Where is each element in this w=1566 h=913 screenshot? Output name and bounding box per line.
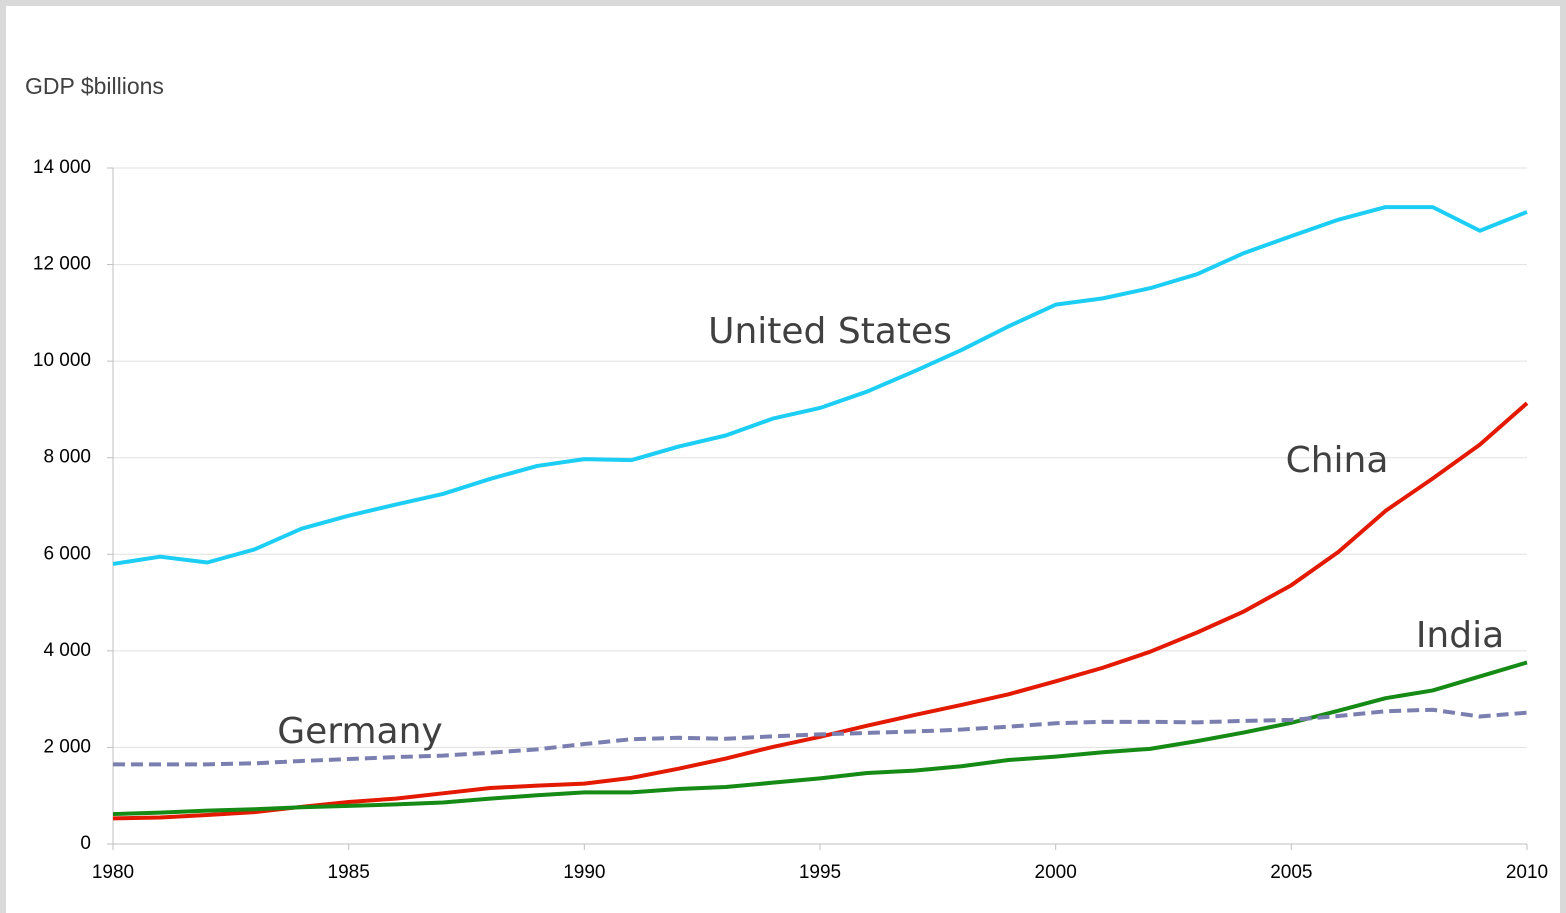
x-tick-label: 2005 — [1270, 862, 1312, 883]
y-tick-label: 8 000 — [43, 447, 91, 468]
x-tick-label: 1995 — [799, 862, 841, 883]
y-tick-label: 14 000 — [33, 157, 91, 178]
series-line — [113, 707, 1528, 767]
x-tick-label: 1990 — [563, 862, 605, 883]
x-tick-label: 1985 — [328, 862, 370, 883]
y-tick-label: 10 000 — [33, 350, 91, 371]
series-label: China — [1286, 440, 1389, 481]
series-label: Germany — [277, 711, 442, 752]
y-tick-label: 0 — [80, 833, 91, 854]
x-tick-label: 2000 — [1035, 862, 1077, 883]
x-tick-label: 2010 — [1506, 862, 1548, 883]
y-tick-label: 4 000 — [43, 640, 91, 661]
series-line — [112, 205, 1528, 566]
series-line — [112, 401, 1529, 821]
y-tick-label: 12 000 — [33, 254, 91, 275]
series-line — [112, 660, 1528, 817]
y-tick-label: 6 000 — [43, 543, 91, 564]
y-axis-label: GDP $billions — [25, 73, 164, 99]
series-label: United States — [708, 311, 952, 352]
y-tick-label: 2 000 — [43, 736, 91, 757]
series-label: India — [1416, 615, 1504, 656]
x-tick-label: 1980 — [92, 862, 134, 883]
